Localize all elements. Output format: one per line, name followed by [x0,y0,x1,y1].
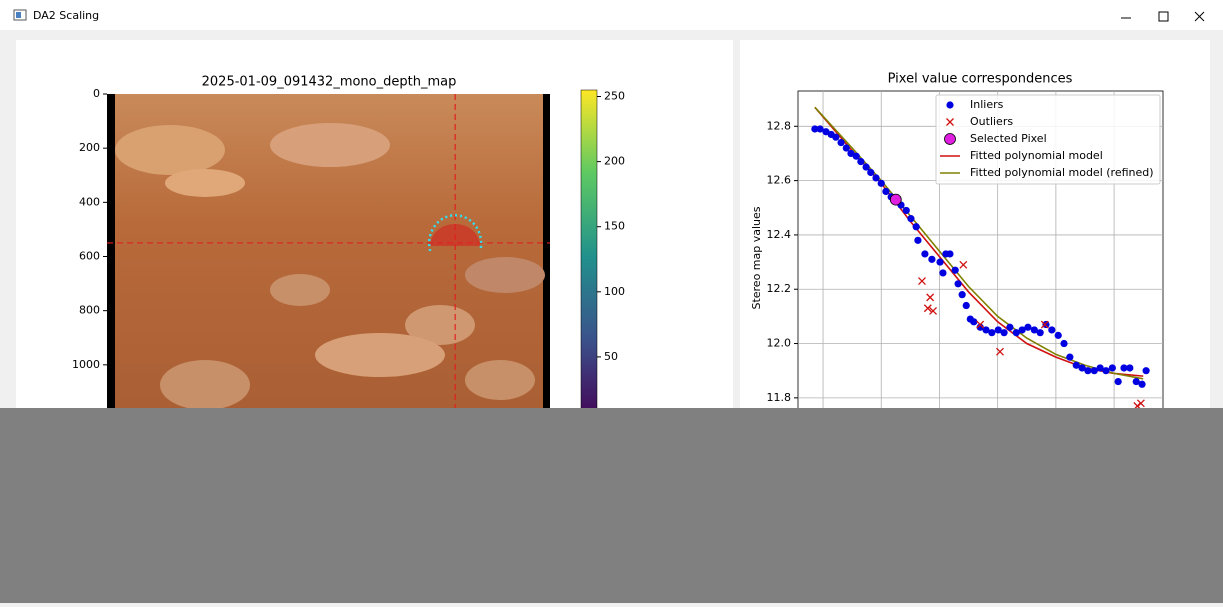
inlier-point [1000,329,1007,336]
legend-label: Fitted polynomial model [970,149,1103,162]
y-tick-label: 12.6 [767,174,792,187]
inlier-point [882,188,889,195]
inlier-point [959,291,966,298]
legend-label: Selected Pixel [970,132,1047,145]
inlier-point [1006,324,1013,331]
window-title: DA2 Scaling [33,9,99,22]
inlier-point [1126,364,1133,371]
legend-label: Inliers [970,98,1004,111]
inlier-point [1037,329,1044,336]
legend-label: Outliers [970,115,1013,128]
colorbar-tick-label: 50 [604,350,618,363]
inlier-point [1143,367,1150,374]
inlier-point [853,153,860,160]
inlier-point [963,302,970,309]
y-tick-label: 600 [79,250,100,263]
colorbar-tick-label: 150 [604,220,625,233]
inlier-point [857,158,864,165]
inlier-point [921,250,928,257]
inlier-point [1115,378,1122,385]
inlier-point [1042,321,1049,328]
inlier-point [1109,364,1116,371]
colorbar-tick-label: 200 [604,155,625,168]
inlier-point [988,329,995,336]
window: DA2 Scaling 2025-01-09_091432_mono_depth… [0,0,1223,603]
chart-title: 2025-01-09_091432_mono_depth_map [202,75,457,90]
inlier-point [946,250,953,257]
inlier-point [914,237,921,244]
y-tick-label: 12.2 [767,282,792,295]
selected-point [890,194,901,205]
y-tick-label: 0 [93,87,100,100]
minimize-button[interactable] [1110,4,1140,26]
y-tick-label: 11.8 [767,391,792,404]
inlier-point [872,174,879,181]
inlier-point [939,269,946,276]
occluding-window [0,408,1223,603]
inlier-point [1138,381,1145,388]
inlier-point [1060,340,1067,347]
y-tick-label: 12.4 [767,228,792,241]
y-tick-label: 400 [79,195,100,208]
legend-swatch [946,101,953,108]
inlier-point [936,258,943,265]
colorbar [581,90,597,422]
inlier-point [867,169,874,176]
inlier-point [863,163,870,170]
inlier-point [954,280,961,287]
y-tick-label: 1000 [72,358,100,371]
depth-image [107,94,550,419]
y-tick-label: 12.8 [767,119,792,132]
colorbar-tick-label: 250 [604,90,625,103]
inlier-point [928,256,935,263]
chart-title: Pixel value correspondences [888,72,1073,87]
y-tick-label: 12.0 [767,337,792,350]
y-tick-label: 200 [79,141,100,154]
inlier-point [843,144,850,151]
y-tick-label: 800 [79,304,100,317]
title-bar [0,0,1223,30]
colorbar-tick-label: 100 [604,285,625,298]
maximize-button[interactable] [1150,4,1180,26]
inlier-point [1055,332,1062,339]
inlier-point [832,134,839,141]
inlier-point [878,180,885,187]
inlier-point [1084,367,1091,374]
inlier-point [913,223,920,230]
inlier-point [1048,326,1055,333]
inlier-point [970,318,977,325]
y-axis-label: Stereo map values [750,206,763,309]
inlier-point [1102,367,1109,374]
legend-swatch [945,134,956,145]
inlier-point [1066,354,1073,361]
inlier-point [903,207,910,214]
inlier-point [1024,324,1031,331]
close-button[interactable] [1185,4,1215,26]
app-icon-inner [16,12,21,18]
inlier-point [837,139,844,146]
legend-label: Fitted polynomial model (refined) [970,166,1154,179]
inlier-point [907,215,914,222]
inlier-point [952,267,959,274]
